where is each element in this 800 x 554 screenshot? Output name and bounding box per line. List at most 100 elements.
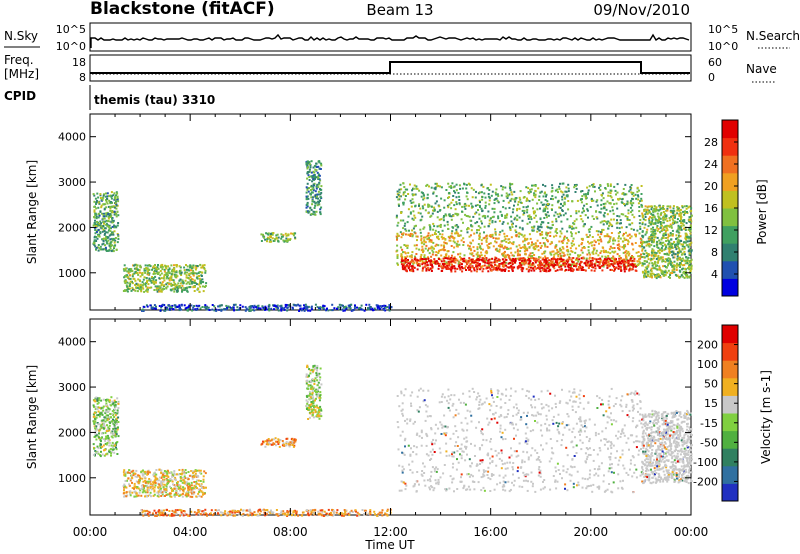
heatmap-cell (312, 213, 315, 216)
heatmap-cell (539, 264, 542, 267)
heatmap-cell (142, 310, 145, 312)
heatmap-cell (447, 196, 449, 199)
heatmap-cell (650, 221, 653, 224)
heatmap-cell (572, 237, 575, 240)
heatmap-cell (315, 162, 318, 165)
heatmap-cell (668, 250, 671, 253)
heatmap-cell (416, 239, 418, 242)
heatmap-cell (686, 240, 689, 243)
heatmap-cell (527, 187, 530, 190)
heatmap-cell (305, 305, 308, 308)
heatmap-cell (388, 304, 391, 307)
heatmap-cell (594, 267, 597, 270)
heatmap-cell (284, 305, 287, 308)
heatmap-cell (593, 269, 596, 272)
heatmap-cell (480, 220, 483, 223)
heatmap-cell (607, 265, 610, 268)
heatmap-cell (494, 240, 497, 243)
heatmap-cell (532, 207, 534, 210)
heatmap-cell (504, 238, 507, 240)
heatmap-cell (155, 268, 158, 271)
heatmap-cell (94, 219, 96, 222)
heatmap-cell (316, 183, 319, 186)
heatmap-cell (287, 233, 290, 236)
heatmap-cell (586, 263, 589, 266)
heatmap-cell (271, 233, 274, 236)
heatmap-cell (650, 267, 653, 270)
heatmap-cell (688, 263, 691, 266)
heatmap-cell (365, 303, 368, 306)
heatmap-cell (463, 205, 466, 208)
heatmap-cell (648, 262, 651, 265)
heatmap-cell (478, 204, 481, 207)
heatmap-cell (662, 233, 665, 235)
heatmap-cell (92, 242, 95, 245)
heatmap-cell (174, 285, 177, 288)
heatmap-cell (650, 254, 653, 257)
heatmap-cell (564, 265, 567, 268)
heatmap-cell (159, 266, 162, 269)
heatmap-cell (652, 257, 655, 260)
heatmap-cell (660, 256, 663, 259)
heatmap-cell (478, 264, 481, 267)
heatmap-cell (622, 258, 625, 261)
heatmap-cell (99, 444, 102, 447)
heatmap-cell (380, 306, 383, 309)
heatmap-cell (474, 222, 477, 225)
heatmap-cell (622, 247, 625, 250)
heatmap-cell (110, 214, 113, 217)
heatmap-cell (343, 306, 346, 309)
heatmap-cell (400, 253, 403, 256)
heatmap-cell (666, 209, 669, 212)
heatmap-cell (305, 210, 308, 213)
heatmap-cell (666, 220, 669, 222)
heatmap-cell (503, 250, 506, 253)
heatmap-cell (463, 260, 466, 263)
heatmap-cell (109, 194, 112, 197)
heatmap-cell (116, 198, 119, 201)
heatmap-cell (139, 265, 142, 268)
heatmap-cell (677, 227, 680, 230)
heatmap-cell (403, 244, 406, 246)
heatmap-cell (159, 270, 162, 272)
heatmap-cell (640, 193, 643, 195)
heatmap-cell (193, 305, 196, 307)
heatmap-cell (614, 189, 617, 192)
heatmap-cell (556, 263, 559, 266)
heatmap-cell (436, 185, 439, 188)
heatmap-cell (348, 306, 351, 309)
heatmap-cell (485, 267, 488, 270)
heatmap-cell (644, 274, 647, 277)
heatmap-cell (175, 284, 178, 287)
heatmap-cell (474, 260, 477, 263)
heatmap-cell (652, 232, 655, 235)
heatmap-cell (665, 217, 668, 220)
heatmap-cell (505, 258, 508, 261)
heatmap-cell (680, 253, 683, 256)
heatmap-cell (489, 242, 492, 245)
heatmap-cell (318, 178, 321, 181)
heatmap-cell (103, 230, 106, 232)
heatmap-cell (418, 203, 421, 206)
heatmap-cell (110, 244, 113, 247)
heatmap-cell (686, 259, 689, 262)
heatmap-cell (308, 179, 311, 181)
heatmap-cell (552, 250, 555, 253)
heatmap-cell (277, 236, 280, 239)
heatmap-cell (615, 222, 618, 225)
heatmap-cell (527, 266, 530, 269)
heatmap-cell (280, 304, 283, 307)
heatmap-cell (446, 257, 449, 260)
heatmap-cell (486, 251, 489, 254)
heatmap-cell (170, 283, 173, 286)
heatmap-cell (685, 244, 688, 247)
heatmap-cell (657, 254, 660, 257)
heatmap-cell (499, 210, 502, 213)
heatmap-cell (537, 245, 540, 248)
heatmap-cell (155, 286, 158, 289)
heatmap-cell (491, 216, 494, 219)
heatmap-cell (472, 246, 475, 249)
heatmap-cell (597, 261, 600, 264)
heatmap-cell (549, 243, 552, 246)
heatmap-cell (661, 236, 664, 239)
